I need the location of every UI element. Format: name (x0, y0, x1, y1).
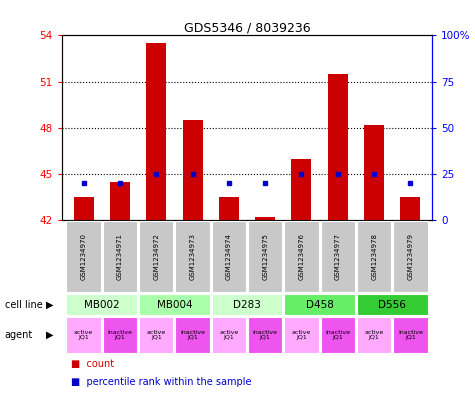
Bar (139, 317, 173, 353)
Bar (248, 317, 283, 353)
Text: inactive
JQ1: inactive JQ1 (253, 330, 278, 340)
Bar (66, 317, 101, 353)
Title: GDS5346 / 8039236: GDS5346 / 8039236 (184, 21, 310, 34)
Text: MB002: MB002 (84, 299, 120, 310)
Text: ■  percentile rank within the sample: ■ percentile rank within the sample (71, 377, 252, 387)
Bar (66, 221, 101, 292)
Bar (364, 125, 384, 220)
Text: GSM1234979: GSM1234979 (408, 233, 413, 280)
Bar (175, 317, 210, 353)
Text: agent: agent (5, 330, 33, 340)
Bar (284, 221, 319, 292)
Text: GSM1234976: GSM1234976 (298, 233, 304, 280)
Text: active
JQ1: active JQ1 (219, 330, 238, 340)
Bar (211, 294, 283, 316)
Text: ■  count: ■ count (71, 359, 114, 369)
Bar (321, 221, 355, 292)
Bar (284, 317, 319, 353)
Bar (357, 317, 391, 353)
Bar (357, 294, 428, 316)
Text: GSM1234977: GSM1234977 (335, 233, 341, 280)
Text: inactive
JQ1: inactive JQ1 (107, 330, 133, 340)
Text: GSM1234974: GSM1234974 (226, 233, 232, 280)
Bar (219, 197, 239, 220)
Text: inactive
JQ1: inactive JQ1 (180, 330, 205, 340)
Bar (321, 317, 355, 353)
Bar (292, 158, 312, 220)
Bar (74, 197, 94, 220)
Bar (139, 221, 173, 292)
Bar (103, 317, 137, 353)
Bar (66, 294, 137, 316)
Text: active
JQ1: active JQ1 (74, 330, 93, 340)
Bar (103, 221, 137, 292)
Text: GSM1234972: GSM1234972 (153, 233, 159, 280)
Bar (393, 221, 428, 292)
Bar (357, 221, 391, 292)
Text: GSM1234973: GSM1234973 (190, 233, 196, 280)
Bar (110, 182, 130, 220)
Bar (255, 217, 275, 220)
Text: active
JQ1: active JQ1 (147, 330, 166, 340)
Text: ▶: ▶ (46, 330, 54, 340)
Bar (284, 294, 355, 316)
Text: D556: D556 (379, 299, 406, 310)
Text: D283: D283 (233, 299, 261, 310)
Bar (182, 120, 202, 220)
Bar (146, 43, 166, 220)
Text: GSM1234975: GSM1234975 (262, 233, 268, 280)
Bar (248, 221, 283, 292)
Bar (400, 197, 420, 220)
Bar (328, 74, 348, 220)
Text: active
JQ1: active JQ1 (364, 330, 384, 340)
Text: active
JQ1: active JQ1 (292, 330, 311, 340)
Text: GSM1234970: GSM1234970 (81, 233, 86, 280)
Text: cell line: cell line (5, 299, 42, 310)
Text: MB004: MB004 (157, 299, 192, 310)
Text: GSM1234971: GSM1234971 (117, 233, 123, 280)
Text: inactive
JQ1: inactive JQ1 (325, 330, 350, 340)
Bar (175, 221, 210, 292)
Bar (211, 221, 246, 292)
Text: GSM1234978: GSM1234978 (371, 233, 377, 280)
Text: D458: D458 (306, 299, 333, 310)
Text: ▶: ▶ (46, 299, 54, 310)
Bar (393, 317, 428, 353)
Bar (139, 294, 210, 316)
Text: inactive
JQ1: inactive JQ1 (398, 330, 423, 340)
Bar (211, 317, 246, 353)
